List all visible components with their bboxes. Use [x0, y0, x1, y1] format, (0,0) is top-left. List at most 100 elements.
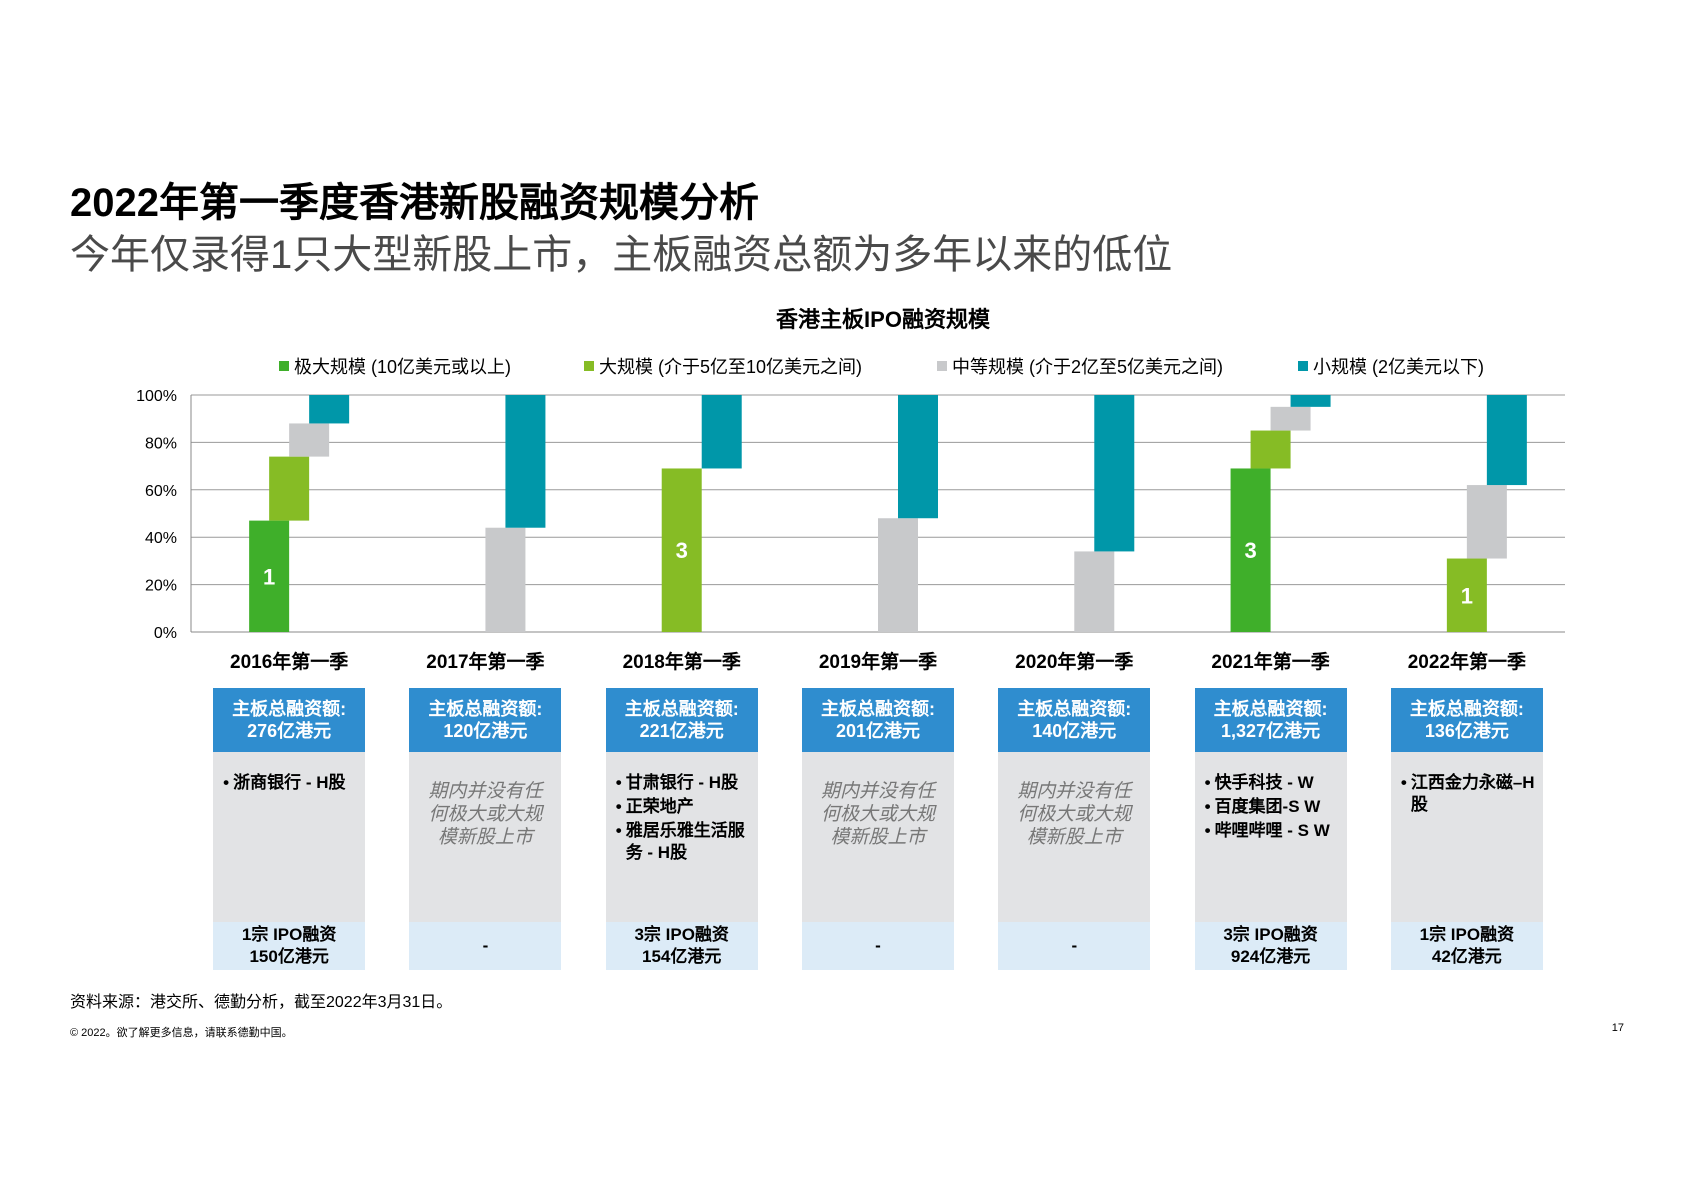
- legend-swatch: [584, 361, 594, 371]
- bar-data-label: 1: [1461, 583, 1473, 608]
- chart-title: 香港主板IPO融资规模: [776, 307, 991, 332]
- y-tick-label: 60%: [145, 483, 177, 500]
- x-tick-label: 2020年第一季: [1015, 650, 1133, 673]
- ipo-count: -: [482, 936, 489, 955]
- ipo-amount: 154亿港元: [642, 947, 722, 966]
- legend-label: 大规模 (介于5亿至10亿美元之间): [599, 357, 862, 377]
- panel-header-value: 221亿港元: [639, 721, 724, 741]
- ipo-list-item: • 浙商银行 - H股: [223, 772, 357, 794]
- ipo-amount: 42亿港元: [1431, 947, 1502, 966]
- panel-header-value: 276亿港元: [247, 721, 332, 741]
- ipo-name: 哔哩哔哩 - S W: [1214, 821, 1330, 840]
- legend-swatch: [1298, 361, 1308, 371]
- panel-header: 主板总融资额: 201亿港元: [802, 688, 954, 752]
- bar-segment: [1290, 395, 1331, 407]
- y-tick-label: 80%: [145, 435, 177, 452]
- panel-header-value: 140亿港元: [1032, 721, 1117, 741]
- bar-segment: [309, 395, 350, 424]
- ipo-name: 正荣地产: [625, 797, 694, 816]
- no-listing-note: 期内并没有任何极大或大规模新股上市: [1017, 781, 1132, 848]
- bar-segment: [289, 423, 330, 457]
- bar-segment: [878, 518, 918, 632]
- bar-segment: [1446, 558, 1487, 632]
- bullet-icon: •: [1204, 773, 1211, 792]
- x-tick-label: 2018年第一季: [623, 650, 741, 673]
- page-subtitle: 今年仅录得1只大型新股上市，主板融资总额为多年以来的低位: [70, 233, 1173, 277]
- bar-segment: [1466, 485, 1507, 559]
- bar-segment: [505, 395, 546, 528]
- page-title: 2022年第一季度香港新股融资规模分析: [70, 181, 759, 225]
- ipo-name: 浙商银行 - H股: [233, 773, 346, 792]
- ipo-count: 1宗 IPO融资: [241, 925, 337, 944]
- ipo-amount: 150亿港元: [249, 947, 329, 966]
- panel-header: 主板总融资额: 136亿港元: [1390, 688, 1543, 752]
- panel-body: 期内并没有任何极大或大规模新股上市: [409, 752, 562, 922]
- ipo-count: 3宗 IPO融资: [1223, 925, 1318, 944]
- legend-label: 中等规模 (介于2亿至5亿美元之间): [952, 357, 1223, 377]
- panel-footer: -: [998, 922, 1151, 970]
- y-tick-label: 100%: [136, 388, 177, 405]
- x-tick-label: 2021年第一季: [1211, 650, 1329, 673]
- legend-label: 极大规模 (10亿美元或以上): [294, 357, 511, 377]
- panel-header-value: 120亿港元: [443, 721, 528, 741]
- bullet-icon: •: [1400, 773, 1407, 792]
- bar-segment: [701, 395, 742, 469]
- ipo-list-item: • 甘肃银行 - H股: [616, 772, 750, 794]
- x-tick-label: 2022年第一季: [1408, 650, 1526, 673]
- panel-footer: -: [802, 922, 954, 970]
- ipo-list-item: • 百度集团-S W: [1205, 796, 1339, 818]
- ipo-count: -: [875, 936, 881, 955]
- bar-segment: [249, 520, 290, 632]
- summary-panel: 主板总融资额: 140亿港元 期内并没有任何极大或大规模新股上市 -: [998, 688, 1151, 970]
- panel-header-value: 1,327亿港元: [1221, 721, 1321, 741]
- summary-panel: 主板总融资额: 136亿港元 • 江西金力永磁–H股 1宗 IPO融资 42亿港元: [1390, 688, 1543, 970]
- x-tick-label: 2016年第一季: [230, 650, 348, 673]
- no-listing-note: 期内并没有任何极大或大规模新股上市: [820, 781, 935, 848]
- panel-header-label: 主板总融资额:: [1213, 699, 1328, 719]
- panel-body: • 甘肃银行 - H股 • 正荣地产 • 雅居乐雅生活服务 - H股: [605, 752, 758, 922]
- summary-panel: 主板总融资额: 120亿港元 期内并没有任何极大或大规模新股上市 -: [409, 688, 562, 970]
- ipo-list-item: • 正荣地产: [616, 796, 750, 818]
- bullet-icon: •: [615, 773, 622, 792]
- bullet-icon: •: [1204, 821, 1211, 840]
- bar-segment: [1250, 430, 1291, 469]
- ipo-count: 1宗 IPO融资: [1419, 925, 1515, 944]
- panel-footer: -: [409, 922, 562, 970]
- x-tick-label: 2019年第一季: [819, 650, 937, 673]
- ipo-list-item: • 江西金力永磁–H股: [1401, 772, 1535, 816]
- ipo-count: 3宗 IPO融资: [634, 925, 729, 944]
- panel-header: 主板总融资额: 276亿港元: [213, 688, 366, 752]
- panel-header-value: 201亿港元: [835, 721, 921, 741]
- panel-header: 主板总融资额: 120亿港元: [409, 688, 562, 752]
- page-number: 17: [1611, 1022, 1624, 1034]
- panel-body: 期内并没有任何极大或大规模新股上市: [998, 752, 1151, 922]
- ipo-name: 甘肃银行 - H股: [625, 773, 739, 792]
- bullet-icon: •: [615, 821, 622, 840]
- y-tick-label: 20%: [145, 578, 177, 595]
- bullet-icon: •: [1204, 797, 1211, 816]
- legend-swatch: [279, 361, 289, 371]
- panel-footer: 1宗 IPO融资 42亿港元: [1390, 922, 1543, 970]
- panel-header-label: 主板总融资额:: [821, 699, 935, 719]
- summary-panel: 主板总融资额: 221亿港元 • 甘肃银行 - H股 • 正荣地产 • 雅居乐雅生活服务 - …: [605, 688, 758, 970]
- bullet-icon: •: [223, 773, 230, 792]
- ipo-name: 雅居乐雅生活服务 - H股: [625, 821, 745, 862]
- y-tick-label: 0%: [154, 625, 177, 642]
- panel-header: 主板总融资额: 221亿港元: [605, 688, 758, 752]
- panel-header: 主板总融资额: 140亿港元: [998, 688, 1151, 752]
- ipo-name: 江西金力永磁–H股: [1410, 773, 1535, 814]
- bar-data-label: 1: [263, 564, 275, 589]
- bullet-icon: •: [615, 797, 622, 816]
- panel-body: • 浙商银行 - H股: [213, 752, 366, 922]
- panel-header-label: 主板总融资额:: [1409, 699, 1524, 719]
- ipo-name: 快手科技 - W: [1214, 773, 1314, 792]
- bar-segment: [898, 395, 938, 519]
- panel-body: • 快手科技 - W • 百度集团-S W • 哔哩哔哩 - S W: [1194, 752, 1347, 922]
- bar-segment: [269, 456, 310, 521]
- panel-header-value: 136亿港元: [1424, 721, 1509, 741]
- panel-footer: 1宗 IPO融资 150亿港元: [213, 922, 366, 970]
- panel-header-label: 主板总融资额:: [624, 699, 739, 719]
- bar-segment: [1270, 406, 1311, 431]
- bar-segment: [1486, 395, 1527, 486]
